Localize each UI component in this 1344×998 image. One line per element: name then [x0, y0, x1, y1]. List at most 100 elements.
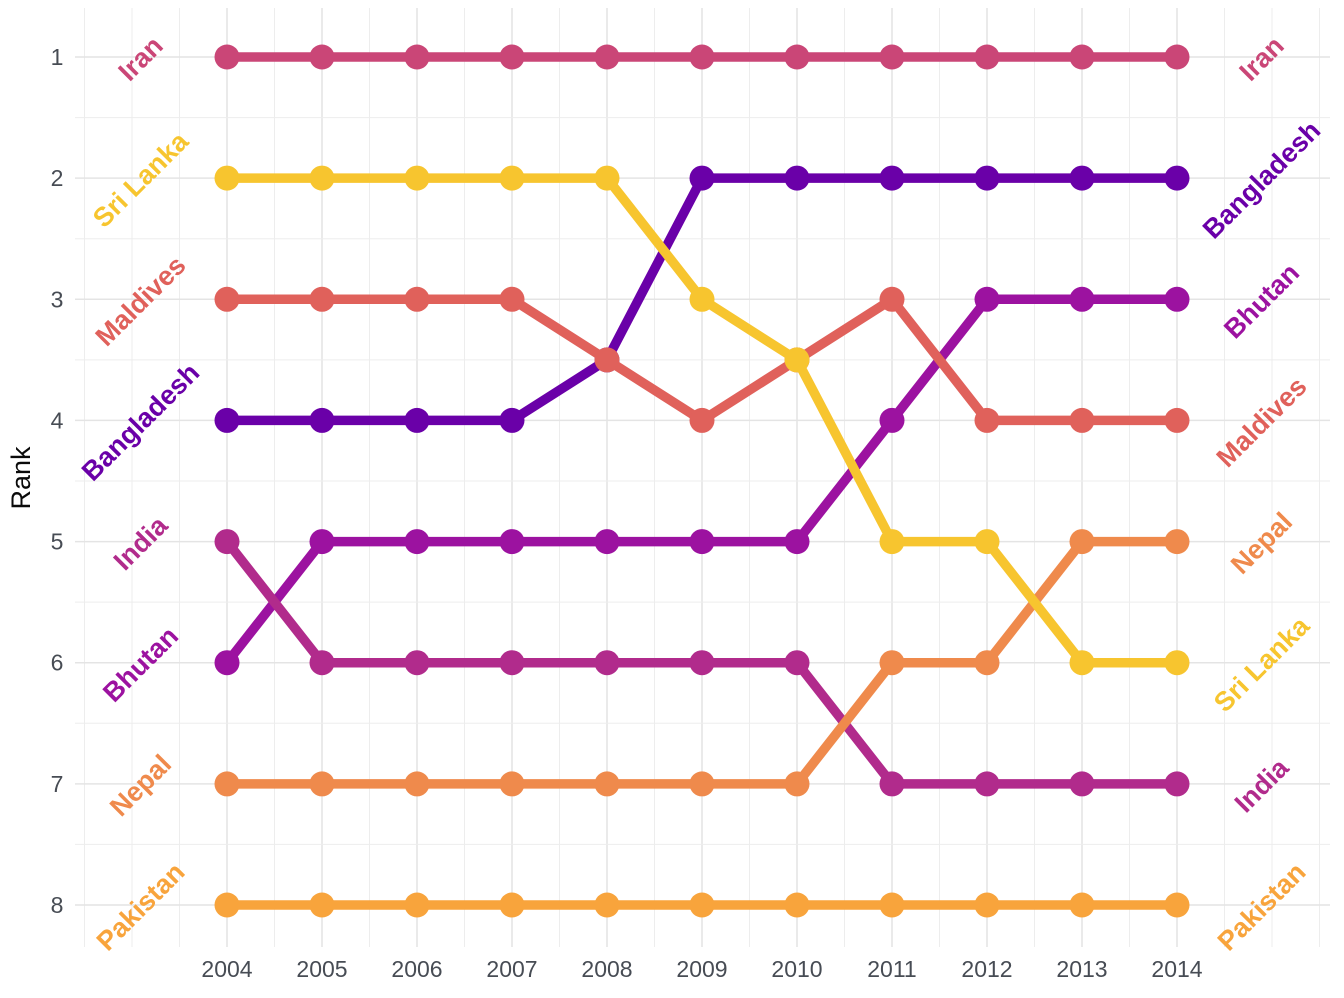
data-point-iran-2011 — [879, 44, 905, 70]
y-tick-label-3: 3 — [51, 286, 64, 312]
data-point-sri-lanka-2007 — [499, 165, 525, 191]
data-point-maldives-2009 — [689, 407, 715, 433]
data-point-iran-2010 — [784, 44, 810, 70]
data-point-sri-lanka-2010 — [784, 347, 810, 373]
data-point-bangladesh-2005 — [309, 407, 335, 433]
data-point-iran-2007 — [499, 44, 525, 70]
y-tick-label-1: 1 — [51, 44, 64, 70]
data-point-sri-lanka-2005 — [309, 165, 335, 191]
data-point-india-2004 — [214, 529, 240, 555]
data-point-nepal-2013 — [1069, 529, 1095, 555]
data-point-maldives-2008 — [594, 347, 620, 373]
data-point-bhutan-2014 — [1164, 286, 1190, 312]
data-point-bhutan-2006 — [404, 529, 430, 555]
country-label-left-iran: Iran — [113, 31, 169, 87]
data-point-india-2014 — [1164, 771, 1190, 797]
data-point-bhutan-2008 — [594, 529, 620, 555]
series-group — [214, 44, 1190, 918]
data-point-nepal-2014 — [1164, 529, 1190, 555]
country-label-right-iran: Iran — [1234, 31, 1290, 87]
data-point-nepal-2008 — [594, 771, 620, 797]
x-tick-label-2004: 2004 — [201, 956, 252, 982]
country-label-left-nepal: Nepal — [104, 749, 177, 822]
data-point-sri-lanka-2008 — [594, 165, 620, 191]
country-label-right-nepal: Nepal — [1225, 507, 1298, 580]
data-point-nepal-2012 — [974, 650, 1000, 676]
data-point-nepal-2004 — [214, 771, 240, 797]
data-point-pakistan-2011 — [879, 892, 905, 918]
data-point-maldives-2011 — [879, 286, 905, 312]
data-point-pakistan-2010 — [784, 892, 810, 918]
country-label-right-maldives: Maldives — [1211, 371, 1313, 473]
data-point-nepal-2005 — [309, 771, 335, 797]
series-sri-lanka — [214, 165, 1190, 676]
data-point-nepal-2011 — [879, 650, 905, 676]
data-point-bangladesh-2009 — [689, 165, 715, 191]
data-point-bangladesh-2004 — [214, 407, 240, 433]
data-point-sri-lanka-2012 — [974, 529, 1000, 555]
data-point-bhutan-2005 — [309, 529, 335, 555]
data-point-pakistan-2008 — [594, 892, 620, 918]
data-point-pakistan-2012 — [974, 892, 1000, 918]
data-point-sri-lanka-2011 — [879, 529, 905, 555]
data-point-pakistan-2004 — [214, 892, 240, 918]
data-point-bhutan-2004 — [214, 650, 240, 676]
data-point-india-2007 — [499, 650, 525, 676]
data-point-pakistan-2014 — [1164, 892, 1190, 918]
x-tick-label-2014: 2014 — [1151, 956, 1202, 982]
data-point-iran-2013 — [1069, 44, 1095, 70]
data-point-nepal-2007 — [499, 771, 525, 797]
gridlines — [75, 8, 1330, 947]
country-label-left-bangladesh: Bangladesh — [76, 357, 205, 486]
x-tick-label-2009: 2009 — [676, 956, 727, 982]
series-pakistan — [214, 892, 1190, 918]
country-label-right-bangladesh: Bangladesh — [1197, 115, 1326, 244]
data-point-india-2008 — [594, 650, 620, 676]
data-point-iran-2006 — [404, 44, 430, 70]
data-point-pakistan-2007 — [499, 892, 525, 918]
data-point-iran-2005 — [309, 44, 335, 70]
country-label-left-bhutan: Bhutan — [97, 621, 184, 708]
data-point-bhutan-2007 — [499, 529, 525, 555]
data-point-sri-lanka-2014 — [1164, 650, 1190, 676]
data-point-maldives-2004 — [214, 286, 240, 312]
data-point-sri-lanka-2013 — [1069, 650, 1095, 676]
data-point-bangladesh-2014 — [1164, 165, 1190, 191]
y-tick-label-6: 6 — [51, 650, 64, 676]
x-tick-label-2006: 2006 — [391, 956, 442, 982]
data-point-india-2009 — [689, 650, 715, 676]
series-india — [214, 529, 1190, 797]
data-point-sri-lanka-2009 — [689, 286, 715, 312]
data-point-bangladesh-2007 — [499, 407, 525, 433]
x-tick-label-2008: 2008 — [581, 956, 632, 982]
data-point-india-2011 — [879, 771, 905, 797]
series-iran — [214, 44, 1190, 70]
country-label-left-maldives: Maldives — [90, 250, 192, 352]
data-point-india-2006 — [404, 650, 430, 676]
data-point-bangladesh-2013 — [1069, 165, 1095, 191]
data-point-bangladesh-2010 — [784, 165, 810, 191]
data-point-maldives-2012 — [974, 407, 1000, 433]
data-point-iran-2014 — [1164, 44, 1190, 70]
data-point-nepal-2006 — [404, 771, 430, 797]
data-point-bhutan-2010 — [784, 529, 810, 555]
data-point-india-2005 — [309, 650, 335, 676]
x-tick-label-2011: 2011 — [867, 956, 916, 982]
y-tick-label-4: 4 — [51, 407, 64, 433]
country-label-right-pakistan: Pakistan — [1212, 857, 1312, 957]
data-point-pakistan-2013 — [1069, 892, 1095, 918]
x-tick-label-2005: 2005 — [296, 956, 347, 982]
data-point-maldives-2014 — [1164, 407, 1190, 433]
country-label-right-india: India — [1229, 752, 1295, 818]
y-tick-label-7: 7 — [51, 771, 64, 797]
country-label-left-india: India — [108, 510, 174, 576]
data-point-bhutan-2011 — [879, 407, 905, 433]
data-point-iran-2012 — [974, 44, 1000, 70]
data-point-pakistan-2005 — [309, 892, 335, 918]
data-point-bhutan-2009 — [689, 529, 715, 555]
data-point-iran-2004 — [214, 44, 240, 70]
axis-labels: 2004 2005 2006 2007 2008 2009 2010 2011 2012 2013… — [51, 44, 1203, 982]
data-point-bhutan-2012 — [974, 286, 1000, 312]
